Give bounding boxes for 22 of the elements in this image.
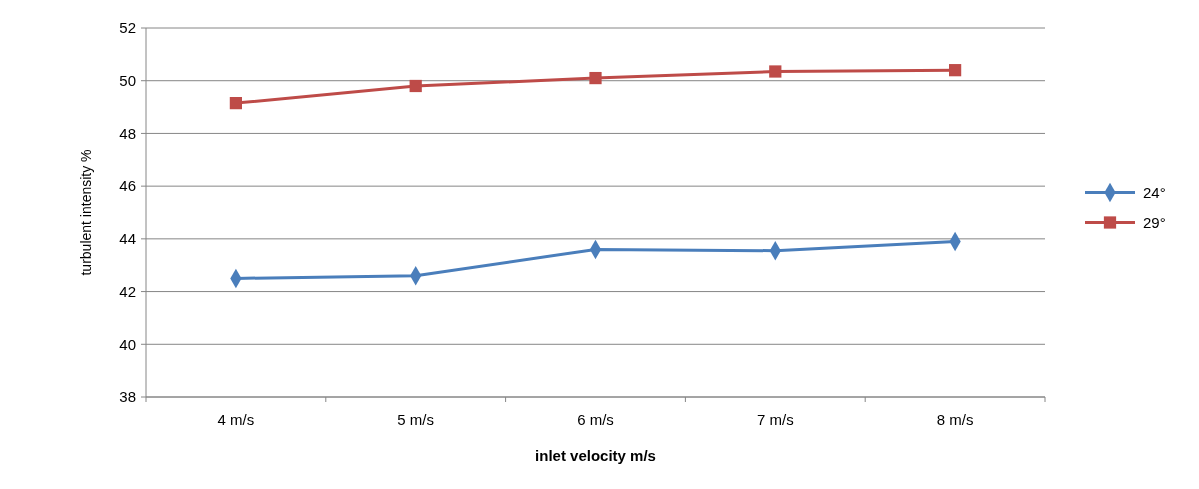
x-tick-label: 5 m/s <box>397 411 435 428</box>
x-axis-title: inlet velocity m/s <box>535 447 656 464</box>
y-tick-label: 50 <box>119 71 136 89</box>
y-tick-label: 42 <box>119 282 136 300</box>
legend-label: 29° <box>1143 213 1166 231</box>
x-tick-label: 4 m/s <box>217 411 255 428</box>
x-tick-label: 8 m/s <box>936 411 974 428</box>
point <box>948 64 962 77</box>
y-tick-label: 52 <box>119 19 136 37</box>
y-tick-label: 40 <box>119 335 136 353</box>
point <box>229 96 243 110</box>
point <box>409 79 422 93</box>
y-tick-label: 46 <box>119 177 136 195</box>
x-tick-label: 7 m/s <box>756 411 794 428</box>
y-tick-label: 44 <box>119 230 136 248</box>
y-axis-title: turbulent intensity % <box>78 149 94 276</box>
legend-label: 24° <box>1143 183 1166 201</box>
point <box>589 71 602 85</box>
x-tick-label: 6 m/s <box>577 411 614 428</box>
y-tick-label: 38 <box>119 388 136 406</box>
point <box>769 65 782 78</box>
y-tick-label: 48 <box>119 124 136 142</box>
